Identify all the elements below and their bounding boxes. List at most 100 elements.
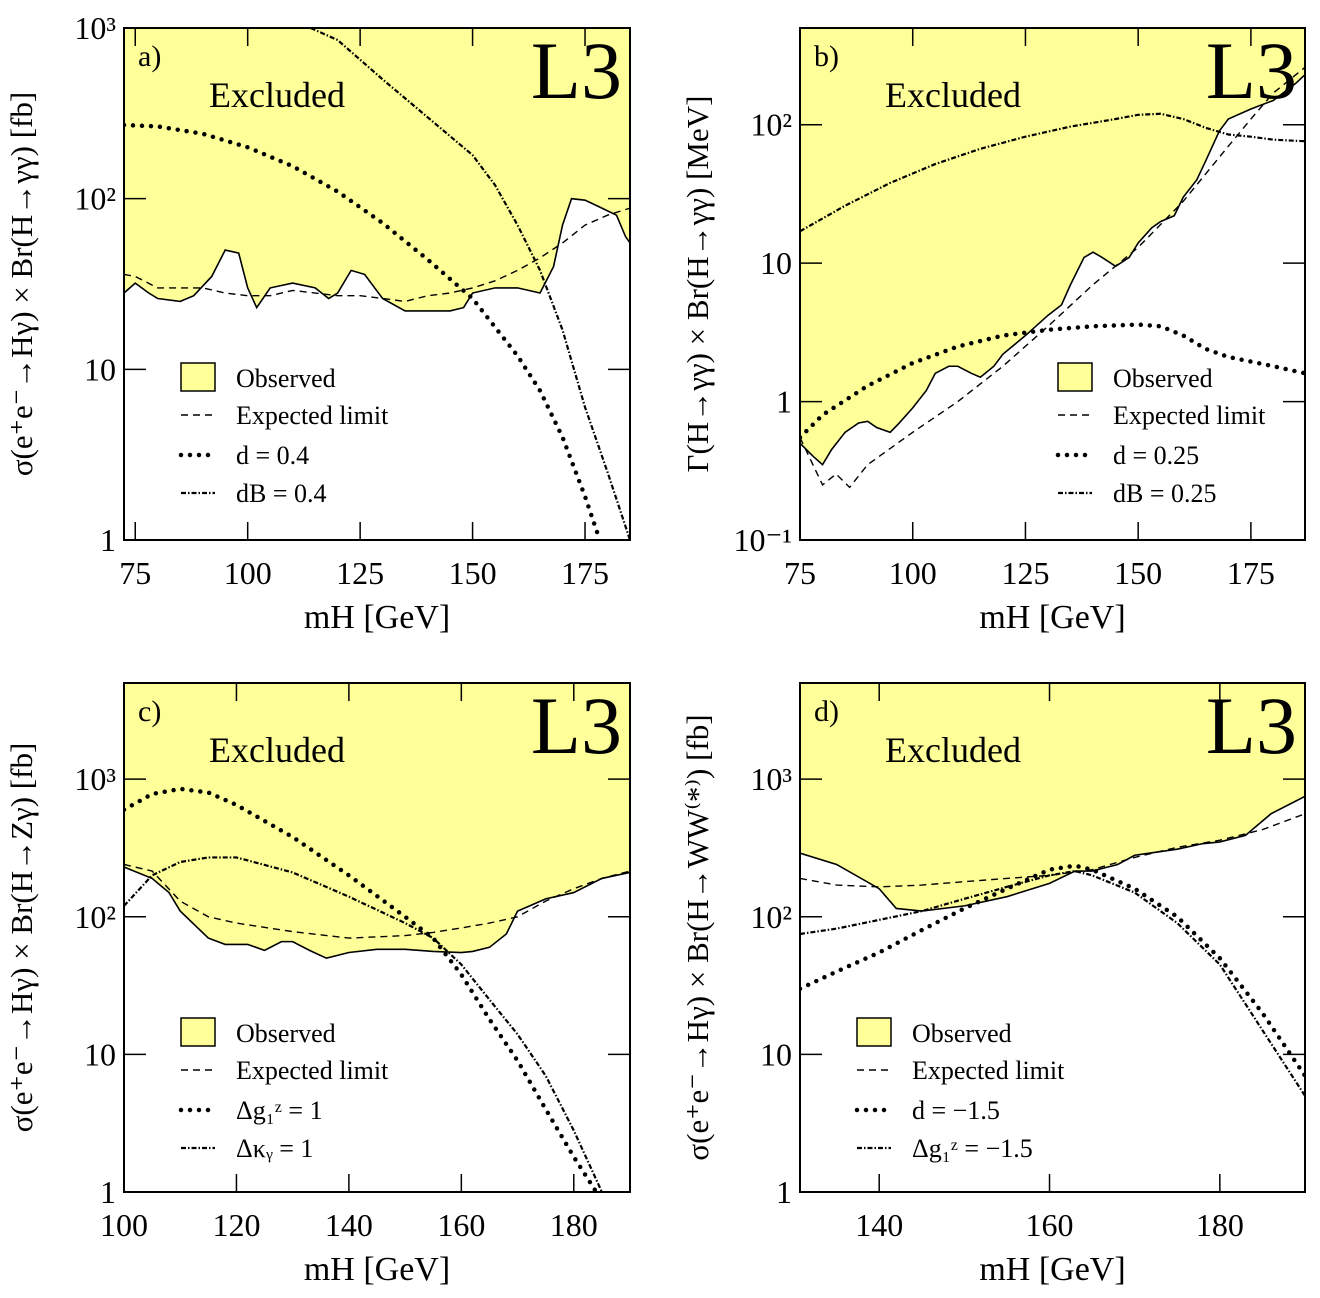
plot-frame: [123, 27, 631, 541]
legend-label: Expected limit: [1113, 401, 1266, 430]
watermark: L3: [1206, 25, 1297, 116]
excluded-area: [124, 28, 630, 311]
series-line: [124, 856, 603, 1192]
x-axis-label: mH [GeV]: [304, 1251, 450, 1288]
x-tick-label: 120: [212, 1207, 260, 1243]
annotation: Excluded: [885, 730, 1021, 770]
series-line: [800, 869, 1305, 1097]
legend-label: d = 0.4: [236, 441, 309, 470]
series-line: [124, 207, 630, 303]
x-tick-label: 75: [784, 555, 816, 591]
x-tick-label: 75: [119, 555, 151, 591]
plot-frame: [799, 27, 1306, 541]
y-tick-label: 10³: [74, 10, 116, 46]
y-tick-label: 10: [84, 1036, 116, 1072]
legend-label: dB = 0.4: [236, 479, 327, 508]
plot-content: [124, 28, 630, 540]
y-tick-label: 10³: [750, 761, 792, 797]
watermark: L3: [531, 680, 622, 771]
annotation: Excluded: [885, 75, 1021, 115]
legend-label: Δg₁ᶻ = 1: [236, 1096, 323, 1125]
x-tick-label: 100: [224, 555, 272, 591]
panel-label: c): [138, 695, 161, 728]
y-tick-label: 10: [84, 351, 116, 387]
y-tick-label: 10⁻¹: [734, 522, 792, 558]
watermark: L3: [531, 25, 622, 116]
x-tick-label: 175: [1227, 555, 1275, 591]
panel: 100 120 140 160 180 1 10 10² 10³ c) L3 Excluded mH […: [4, 680, 631, 1288]
y-axis-label: σ(e⁺e⁻→Hγ) × Br(H→WW⁽*⁾) [fb]: [680, 714, 715, 1160]
annotation: Excluded: [209, 75, 345, 115]
x-tick-label: 180: [550, 1207, 598, 1243]
legend-swatch: [1057, 362, 1093, 392]
legend-label: Δκᵧ = 1: [236, 1134, 313, 1163]
x-tick-label: 160: [1026, 1207, 1074, 1243]
x-tick-label: 150: [449, 555, 497, 591]
excluded-area: [800, 683, 1305, 912]
panel-label: a): [138, 40, 161, 73]
panel-label: b): [814, 40, 839, 73]
x-tick-label: 125: [336, 555, 384, 591]
x-tick-label: 140: [855, 1207, 903, 1243]
y-tick-label: 1: [776, 1174, 792, 1210]
y-axis-label: σ(e⁺e⁻→Hγ) × Br(H→γγ) [fb]: [4, 92, 39, 476]
x-tick-label: 140: [325, 1207, 373, 1243]
series-line: [124, 197, 630, 312]
x-tick-label: 100: [100, 1207, 148, 1243]
x-axis-label: mH [GeV]: [979, 1251, 1125, 1288]
watermark: L3: [1206, 680, 1297, 771]
series-line: [124, 122, 601, 539]
x-tick-label: 150: [1114, 555, 1162, 591]
series-line: [800, 863, 1305, 1078]
legend-label: Δg₁ᶻ = −1.5: [912, 1134, 1033, 1163]
annotation: Excluded: [209, 730, 345, 770]
excluded-area: [800, 28, 1305, 465]
plot-content: [800, 683, 1305, 1097]
series-line: [800, 66, 1305, 489]
series-line: [800, 795, 1305, 912]
x-tick-label: 180: [1196, 1207, 1244, 1243]
y-axis-label: σ(e⁺e⁻→Hγ) × Br(H→Zγ) [fb]: [4, 743, 39, 1133]
y-tick-label: 10²: [750, 899, 792, 935]
y-tick-label: 1: [100, 522, 116, 558]
legend-label: dB = 0.25: [1113, 479, 1217, 508]
series-line: [800, 74, 1305, 466]
y-tick-label: 10²: [74, 181, 116, 217]
plot-content: [800, 28, 1305, 489]
panel: 140 160 180 1 10 10² 10³ d) L3 Excluded mH [GeV] σ(…: [680, 680, 1306, 1288]
plot-content: [124, 683, 630, 1192]
series-line: [800, 813, 1305, 888]
y-tick-label: 1: [776, 384, 792, 420]
y-tick-label: 1: [100, 1174, 116, 1210]
y-tick-label: 10: [760, 1036, 792, 1072]
legend-label: d = 0.25: [1113, 441, 1199, 470]
x-tick-label: 125: [1001, 555, 1049, 591]
legend-label: Observed: [1113, 364, 1213, 393]
legend-label: Expected limit: [912, 1056, 1065, 1085]
y-tick-label: 10: [760, 245, 792, 281]
legend-swatch: [856, 1017, 892, 1047]
legend-label: Expected limit: [236, 401, 389, 430]
x-axis-label: mH [GeV]: [304, 599, 450, 636]
y-tick-label: 10²: [74, 899, 116, 935]
panel: 75 100 125 150 175 1 10 10² 10³ a) L3 Excluded mH [G…: [4, 10, 631, 636]
series-line: [124, 786, 599, 1192]
legend-label: Observed: [236, 364, 336, 393]
y-tick-label: 10³: [74, 761, 116, 797]
x-tick-label: 100: [889, 555, 937, 591]
x-tick-label: 175: [561, 555, 609, 591]
panel-label: d): [814, 695, 839, 728]
x-tick-label: 160: [437, 1207, 485, 1243]
excluded-area: [124, 683, 630, 959]
y-tick-label: 10²: [750, 107, 792, 143]
legend-label: Observed: [912, 1019, 1012, 1048]
series-line: [800, 112, 1305, 233]
legend-label: d = −1.5: [912, 1096, 1000, 1125]
panel: 75 100 125 150 175 10⁻¹ 1 10 10² b) L3 Excluded mH […: [680, 25, 1306, 636]
series-line: [124, 863, 630, 939]
plot-frame: [799, 682, 1306, 1193]
legend-swatch: [180, 1017, 216, 1047]
plot-frame: [123, 682, 631, 1193]
series-line: [310, 28, 630, 540]
